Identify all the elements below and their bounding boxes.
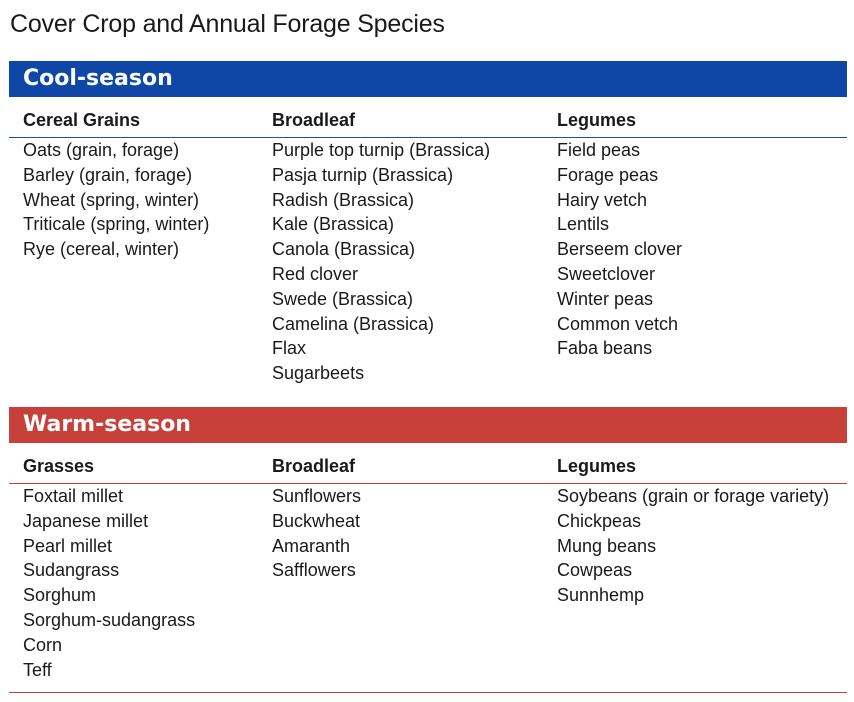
list-item: Flax bbox=[272, 338, 307, 359]
bottom-divider bbox=[9, 692, 847, 693]
warm-broadleaf-list: Sunflowers Buckwheat Amaranth Safflowers bbox=[272, 484, 361, 583]
warm-season-band: Warm-season bbox=[9, 407, 847, 443]
column-header-grasses: Grasses bbox=[23, 456, 95, 476]
list-item: Pasja turnip (Brassica) bbox=[272, 164, 454, 185]
warm-legumes-list: Soybeans (grain or forage variety) Chickp… bbox=[557, 484, 829, 608]
cool-season-band: Cool-season bbox=[9, 61, 847, 97]
list-item: Lentils bbox=[557, 214, 610, 235]
list-item: Sorghum-sudangrass bbox=[23, 609, 196, 630]
list-item: Foxtail millet bbox=[23, 486, 124, 506]
list-item: Corn bbox=[23, 634, 63, 655]
list-item: Canola (Brassica) bbox=[272, 239, 416, 260]
list-item: Amaranth bbox=[272, 535, 351, 556]
list-item: Wheat (spring, winter) bbox=[23, 189, 200, 210]
column-header-legumes: Legumes bbox=[557, 456, 637, 476]
warm-season-header-row: Grasses Broadleaf Legumes bbox=[9, 443, 847, 484]
list-item: Purple top turnip (Brassica) bbox=[272, 140, 491, 160]
warm-season-body: Foxtail millet Japanese millet Pearl mille… bbox=[9, 484, 847, 702]
list-item: Red clover bbox=[272, 263, 359, 284]
list-item: Oats (grain, forage) bbox=[23, 140, 180, 160]
list-item: Sweetclover bbox=[557, 263, 656, 284]
cool-season-section: Cool-season Cereal Grains Broadleaf Legu… bbox=[9, 61, 847, 416]
list-item: Pearl millet bbox=[23, 535, 113, 556]
list-item: Barley (grain, forage) bbox=[23, 164, 193, 185]
column-header-legumes: Legumes bbox=[557, 110, 637, 130]
list-item: Sunflowers bbox=[272, 486, 362, 506]
column-header-broadleaf: Broadleaf bbox=[272, 110, 356, 130]
list-item: Common vetch bbox=[557, 313, 679, 334]
cereal-grains-list: Oats (grain, forage) Barley (grain, forag… bbox=[23, 138, 209, 262]
list-item: Japanese millet bbox=[23, 510, 149, 531]
page-title: Cover Crop and Annual Forage Species bbox=[10, 10, 445, 38]
list-item: Faba beans bbox=[557, 338, 653, 359]
list-item: Mung beans bbox=[557, 535, 657, 556]
list-item: Buckwheat bbox=[272, 510, 361, 531]
list-item: Soybeans (grain or forage variety) bbox=[557, 486, 830, 506]
list-item: Sugarbeets bbox=[272, 363, 365, 384]
list-item: Hairy vetch bbox=[557, 189, 648, 210]
list-item: Berseem clover bbox=[557, 239, 683, 260]
list-item: Rye (cereal, winter) bbox=[23, 239, 180, 260]
list-item: Swede (Brassica) bbox=[272, 288, 414, 309]
column-header-cereal-grains: Cereal Grains bbox=[23, 110, 141, 130]
column-header-broadleaf: Broadleaf bbox=[272, 456, 356, 476]
list-item: Kale (Brassica) bbox=[272, 214, 395, 235]
cool-broadleaf-list: Purple top turnip (Brassica) Pasja turnip… bbox=[272, 138, 490, 386]
list-item: Sudangrass bbox=[23, 560, 120, 581]
list-item: Teff bbox=[23, 659, 52, 680]
warm-season-section: Warm-season Grasses Broadleaf Legumes Fo… bbox=[9, 407, 847, 702]
cool-season-header-row: Cereal Grains Broadleaf Legumes bbox=[9, 97, 847, 138]
list-item: Camelina (Brassica) bbox=[272, 313, 435, 334]
list-item: Field peas bbox=[557, 140, 641, 160]
list-item: Triticale (spring, winter) bbox=[23, 214, 210, 235]
list-item: Safflowers bbox=[272, 560, 356, 581]
list-item: Winter peas bbox=[557, 288, 654, 309]
cool-legumes-list: Field peas Forage peas Hairy vetch Lentils B… bbox=[557, 138, 682, 361]
list-item: Radish (Brassica) bbox=[272, 189, 415, 210]
cool-season-body: Oats (grain, forage) Barley (grain, forag… bbox=[9, 138, 847, 416]
list-item: Sorghum bbox=[23, 585, 97, 606]
list-item: Chickpeas bbox=[557, 510, 642, 531]
list-item: Forage peas bbox=[557, 164, 659, 185]
list-item: Sunnhemp bbox=[557, 585, 645, 606]
list-item: Cowpeas bbox=[557, 560, 633, 581]
grasses-list: Foxtail millet Japanese millet Pearl mille… bbox=[23, 484, 195, 682]
